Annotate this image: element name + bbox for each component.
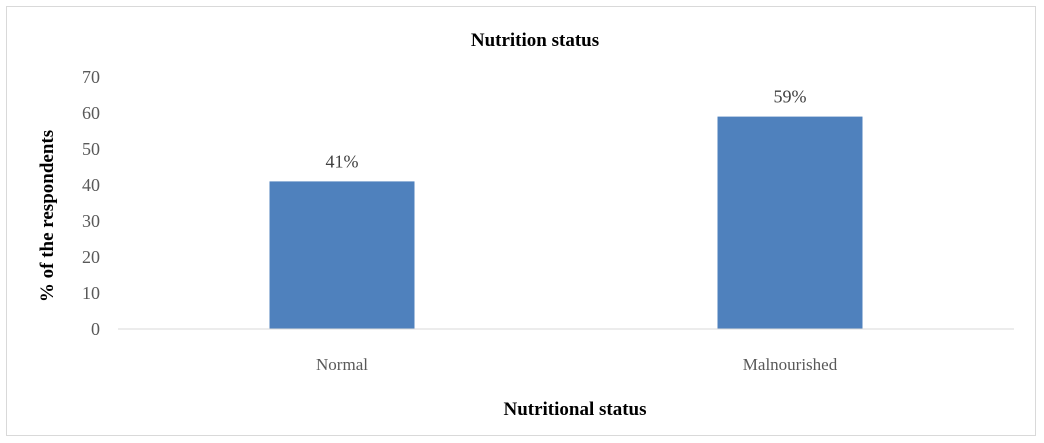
- chart-title: Nutrition status: [471, 30, 599, 51]
- y-tick-labels: 0 10 20 30 40 50 60 70: [82, 67, 100, 339]
- data-label: 59%: [774, 87, 807, 107]
- y-tick-label: 30: [82, 211, 100, 231]
- bar-malnourished: [717, 116, 863, 329]
- bar-normal: [269, 181, 415, 329]
- data-labels: 41% 59%: [326, 87, 807, 172]
- y-tick-label: 10: [82, 283, 100, 303]
- data-label: 41%: [326, 151, 359, 171]
- y-tick-label: 40: [82, 175, 100, 195]
- x-tick-label: Normal: [316, 355, 368, 374]
- y-tick-label: 70: [82, 67, 100, 87]
- y-tick-label: 60: [82, 103, 100, 123]
- x-tick-label: Malnourished: [743, 355, 838, 374]
- y-axis-label: % of the respondents: [37, 130, 58, 302]
- bars: [269, 116, 863, 329]
- x-axis-label: Nutritional status: [503, 399, 646, 420]
- y-tick-label: 50: [82, 139, 100, 159]
- y-tick-label: 0: [91, 319, 100, 339]
- chart-frame: [6, 6, 1036, 436]
- y-tick-label: 20: [82, 247, 100, 267]
- x-tick-labels: Normal Malnourished: [316, 355, 838, 374]
